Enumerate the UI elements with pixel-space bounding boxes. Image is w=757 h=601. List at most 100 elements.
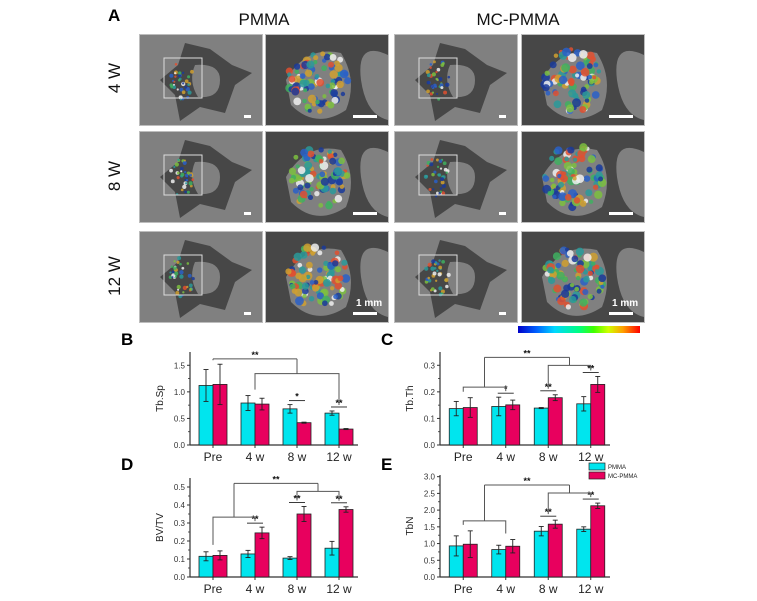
density-dot	[188, 283, 193, 288]
density-dot	[334, 60, 340, 67]
density-dot	[435, 70, 438, 74]
density-dot	[175, 291, 180, 295]
density-dot	[303, 243, 312, 253]
density-dot	[587, 270, 593, 276]
density-dot	[594, 190, 603, 199]
density-dot	[573, 157, 578, 162]
scale-bar	[353, 312, 377, 315]
density-dot	[445, 171, 448, 174]
density-dot	[177, 256, 182, 261]
density-dot	[309, 186, 314, 192]
density-dot	[329, 157, 337, 165]
density-dot	[186, 190, 190, 194]
density-dot	[441, 183, 447, 189]
density-dot	[168, 275, 173, 279]
density-dot	[174, 162, 179, 167]
density-dot	[182, 82, 185, 85]
density-dot	[434, 179, 438, 184]
density-dot	[557, 296, 566, 306]
density-dot	[344, 77, 352, 85]
density-dot	[301, 282, 309, 290]
density-dot	[316, 78, 325, 87]
density-dot	[591, 261, 596, 266]
density-dot	[174, 271, 179, 276]
density-dot	[330, 89, 338, 97]
density-dot	[172, 85, 177, 90]
density-dot	[179, 87, 184, 92]
density-dot	[343, 71, 349, 77]
density-dot	[319, 161, 329, 170]
density-dot	[440, 191, 446, 196]
density-dot	[436, 92, 439, 95]
density-dot	[184, 170, 187, 174]
scale-bar	[244, 115, 251, 118]
scale-bar	[353, 212, 377, 215]
e-bracket-right	[547, 492, 592, 515]
density-dot	[304, 69, 313, 77]
density-dot	[181, 71, 185, 75]
density-dot	[183, 159, 186, 162]
density-dot	[565, 247, 570, 252]
c-bar-mc-pmma	[590, 384, 606, 446]
b-x-tick-label: 8 w	[288, 450, 307, 464]
density-dot	[577, 149, 586, 158]
density-dot	[582, 90, 591, 99]
density-dot	[443, 90, 448, 95]
density-dot	[305, 274, 311, 280]
density-dot	[572, 98, 581, 108]
e-bar-pmma	[533, 530, 549, 578]
density-dot	[341, 274, 351, 283]
d-x-tick-label: Pre	[204, 582, 223, 596]
density-dot	[177, 158, 180, 162]
density-dot	[544, 70, 550, 76]
density-dot	[302, 287, 309, 295]
density-dot	[170, 265, 174, 268]
density-dot	[549, 177, 555, 183]
density-dot	[438, 259, 441, 262]
density-dot	[307, 150, 315, 158]
e-legend-swatch-mc-pmma	[588, 471, 606, 480]
scale-bar	[244, 212, 251, 215]
density-dot	[587, 293, 593, 300]
density-dot	[436, 269, 439, 273]
c-y-tick-label: 0.2	[424, 388, 436, 397]
density-dot	[323, 53, 331, 61]
density-dot	[587, 155, 596, 164]
density-dot	[446, 272, 451, 277]
density-dot	[187, 273, 192, 278]
density-dot	[429, 162, 434, 167]
column-title-pmma: PMMA	[238, 10, 290, 29]
density-dot	[430, 287, 435, 291]
density-dot	[297, 184, 304, 191]
density-dot	[575, 275, 581, 281]
b-x-tick-label: 4 w	[246, 450, 265, 464]
density-dot	[298, 274, 307, 283]
density-dot	[302, 293, 307, 299]
density-dot	[171, 270, 175, 274]
density-dot	[437, 97, 441, 101]
density-dot	[329, 53, 337, 61]
panel-label-e: E	[381, 455, 393, 474]
density-dot	[438, 159, 443, 163]
heatmap-colorbar	[518, 326, 640, 333]
density-dot	[430, 158, 434, 161]
density-dot	[441, 62, 445, 66]
density-dot	[445, 284, 449, 289]
density-dot	[179, 270, 184, 275]
density-dot	[177, 78, 181, 82]
density-dot	[552, 252, 561, 261]
scale-bar	[609, 115, 633, 118]
density-dot	[302, 98, 307, 104]
density-dot	[308, 295, 315, 302]
density-dot	[181, 90, 186, 95]
density-dot	[314, 73, 320, 79]
e-y-tick-label: 0.5	[424, 556, 436, 565]
b-sig-label: *	[295, 392, 299, 402]
density-dot	[338, 157, 345, 165]
density-dot	[333, 294, 338, 300]
roi-box	[418, 254, 458, 296]
density-dot	[178, 71, 182, 75]
density-dot	[579, 298, 588, 307]
e-sig-label: **	[523, 476, 531, 486]
density-dot	[182, 285, 188, 290]
